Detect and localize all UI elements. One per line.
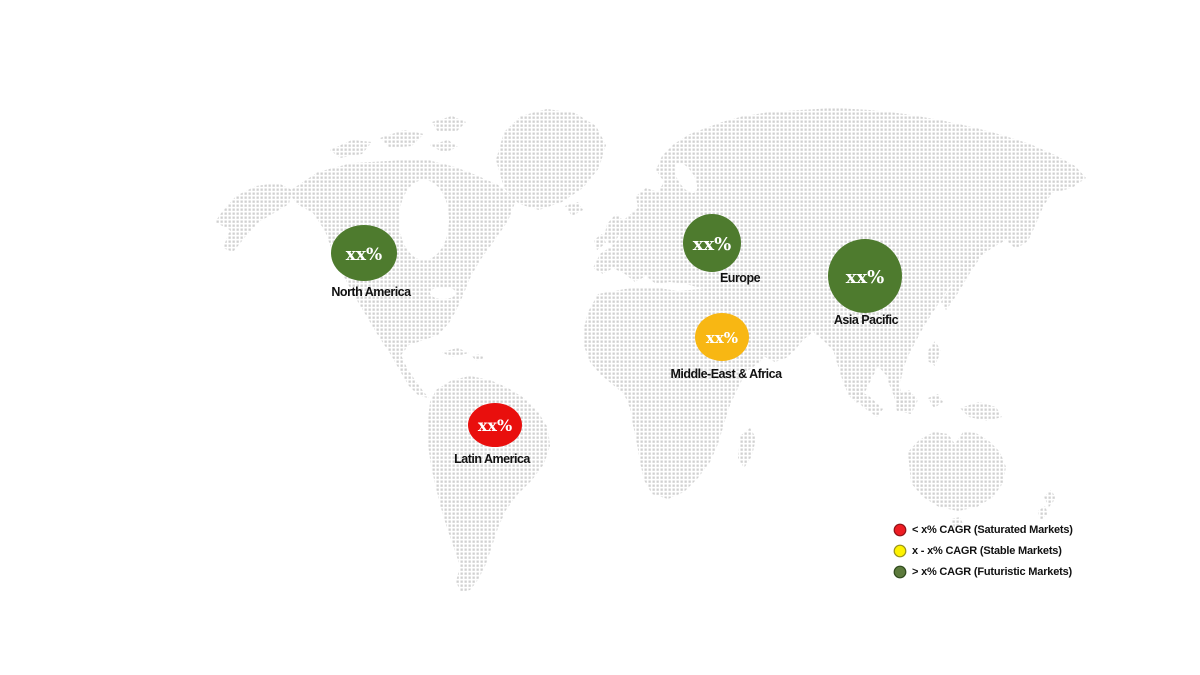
legend-dot-red [893,523,907,537]
island-madagascar [738,428,756,468]
region-label-middle-east-africa: Middle-East & Africa [670,367,783,381]
island-ireland [594,234,606,250]
continent-alaska [215,183,292,252]
legend-dot-yellow [893,544,907,558]
continent-australia [908,432,1006,511]
region-label-europe: Europe [720,271,761,285]
bubble-circle-latin-america [468,403,522,447]
great-lakes [430,287,456,299]
bubble-circle-asia-pacific [828,239,902,313]
bubble-asia-pacific: xx% Asia Pacific [828,239,902,327]
legend-dot-green-icon [893,565,907,579]
region-label-asia-pacific: Asia Pacific [834,313,899,327]
bubble-latin-america: xx% Latin America [454,403,532,466]
caribbean-islands [441,348,484,361]
bubble-circle-middle-east-africa [695,313,749,361]
island-japan [941,244,984,310]
continent-north-america [288,159,516,398]
arctic-islands [330,116,466,158]
island-iceland [565,202,583,216]
bubble-value-north-america: xx% [346,245,382,265]
bubble-value-asia-pacific: xx% [846,267,885,288]
bubble-north-america: xx% North America [331,225,413,299]
bubble-value-europe: xx% [693,234,732,255]
legend-label-stable: x - x% CAGR (Stable Markets) [912,545,1062,557]
bubble-value-latin-america: xx% [478,416,512,435]
legend-dot-yellow-icon [893,544,907,558]
island-tasmania [951,517,963,527]
legend-dot-red-icon [893,523,907,537]
hudson-bay [399,180,449,260]
bubble-middle-east-africa: xx% Middle-East & Africa [670,313,784,381]
region-label-latin-america: Latin America [454,452,531,466]
legend-label-futuristic: > x% CAGR (Futuristic Markets) [912,566,1072,578]
region-bubbles: xx% North America xx% Europe xx% Asia Pa… [331,214,902,466]
islands-new-zealand [1038,490,1056,521]
region-label-north-america: North America [331,285,412,299]
islands-southeast-asia [852,341,1002,421]
bubble-circle-north-america [331,225,397,281]
legend-item-futuristic: > x% CAGR (Futuristic Markets) [893,562,1073,582]
baltic-sea [674,162,698,194]
legend: < x% CAGR (Saturated Markets) x - x% CAG… [893,520,1073,583]
legend-label-saturated: < x% CAGR (Saturated Markets) [912,524,1073,536]
legend-item-saturated: < x% CAGR (Saturated Markets) [893,520,1073,540]
bubble-circle-europe [683,214,741,272]
island-uk [604,214,623,246]
legend-dot-green [893,565,907,579]
bubble-value-middle-east-africa: xx% [706,329,738,347]
legend-item-stable: x - x% CAGR (Stable Markets) [893,541,1073,561]
continent-greenland [496,109,606,210]
sea-carves [399,162,698,299]
bubble-europe: xx% Europe [683,214,761,285]
